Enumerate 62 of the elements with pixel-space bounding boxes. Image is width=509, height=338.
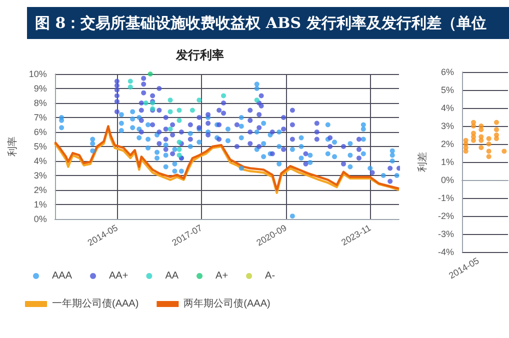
point bbox=[190, 108, 195, 113]
point bbox=[471, 124, 476, 128]
chart-title: 发行利率 bbox=[175, 48, 224, 62]
y-tick-label: 9% bbox=[34, 84, 47, 94]
y-tick-label: 10% bbox=[28, 69, 47, 79]
point bbox=[486, 148, 492, 154]
y-axis-title: 利差 bbox=[416, 152, 428, 172]
point bbox=[486, 136, 492, 142]
point bbox=[471, 138, 476, 143]
y-tick-label: 3% bbox=[440, 121, 454, 131]
legend-label: 两年期公司债(AAA) bbox=[184, 298, 270, 310]
legend-label: AA bbox=[165, 270, 179, 282]
point bbox=[168, 126, 173, 132]
point bbox=[478, 127, 484, 132]
point bbox=[502, 148, 507, 154]
point bbox=[176, 108, 182, 113]
caption: 图 8：交易所基础设施收费收益权 ABS 发行利率及发行利差（单位 bbox=[27, 7, 509, 39]
y-tick-label: -2% bbox=[438, 211, 454, 221]
point bbox=[494, 120, 499, 125]
legend-label: 一年期公司债(AAA) bbox=[52, 298, 139, 310]
legend-label: A- bbox=[265, 270, 276, 282]
y-tick-label: 0% bbox=[34, 214, 47, 224]
y-tick-label: 4% bbox=[34, 156, 47, 166]
legend-label: AAA bbox=[52, 270, 72, 282]
point bbox=[494, 127, 499, 132]
point bbox=[478, 145, 484, 150]
y-tick-label: 0% bbox=[440, 175, 454, 185]
y-tick-label: 5% bbox=[34, 142, 47, 152]
point bbox=[168, 109, 173, 114]
legend-label: A+ bbox=[216, 270, 228, 282]
point bbox=[494, 136, 499, 142]
point bbox=[221, 93, 226, 98]
y-tick-label: -3% bbox=[438, 229, 454, 239]
y-axis-title: 利率 bbox=[6, 136, 18, 156]
point bbox=[128, 78, 133, 84]
y-tick-label: 6% bbox=[34, 127, 47, 137]
legend-label: AA+ bbox=[109, 270, 128, 282]
point bbox=[486, 142, 492, 146]
y-tick-label: 2% bbox=[440, 139, 454, 149]
y-tick-label: -1% bbox=[438, 193, 454, 203]
point bbox=[486, 154, 492, 160]
point bbox=[478, 138, 484, 143]
y-tick-label: 1% bbox=[34, 200, 47, 210]
y-tick-label: -4% bbox=[438, 247, 454, 257]
y-tick-label: 8% bbox=[34, 98, 47, 108]
y-tick-label: 5% bbox=[440, 85, 454, 95]
point bbox=[176, 152, 182, 158]
point bbox=[463, 148, 468, 154]
point bbox=[196, 98, 202, 103]
point bbox=[128, 84, 133, 90]
y-tick-label: 7% bbox=[34, 112, 47, 122]
y-tick-label: 3% bbox=[34, 170, 47, 180]
point bbox=[176, 118, 182, 123]
point bbox=[254, 98, 260, 103]
y-tick-label: 6% bbox=[440, 67, 454, 77]
point bbox=[168, 98, 173, 103]
y-tick-label: 2% bbox=[34, 185, 47, 195]
y-tick-label: 4% bbox=[440, 103, 454, 113]
point bbox=[176, 146, 182, 152]
y-tick-label: 1% bbox=[440, 157, 454, 167]
point bbox=[148, 72, 153, 76]
point bbox=[143, 100, 148, 106]
